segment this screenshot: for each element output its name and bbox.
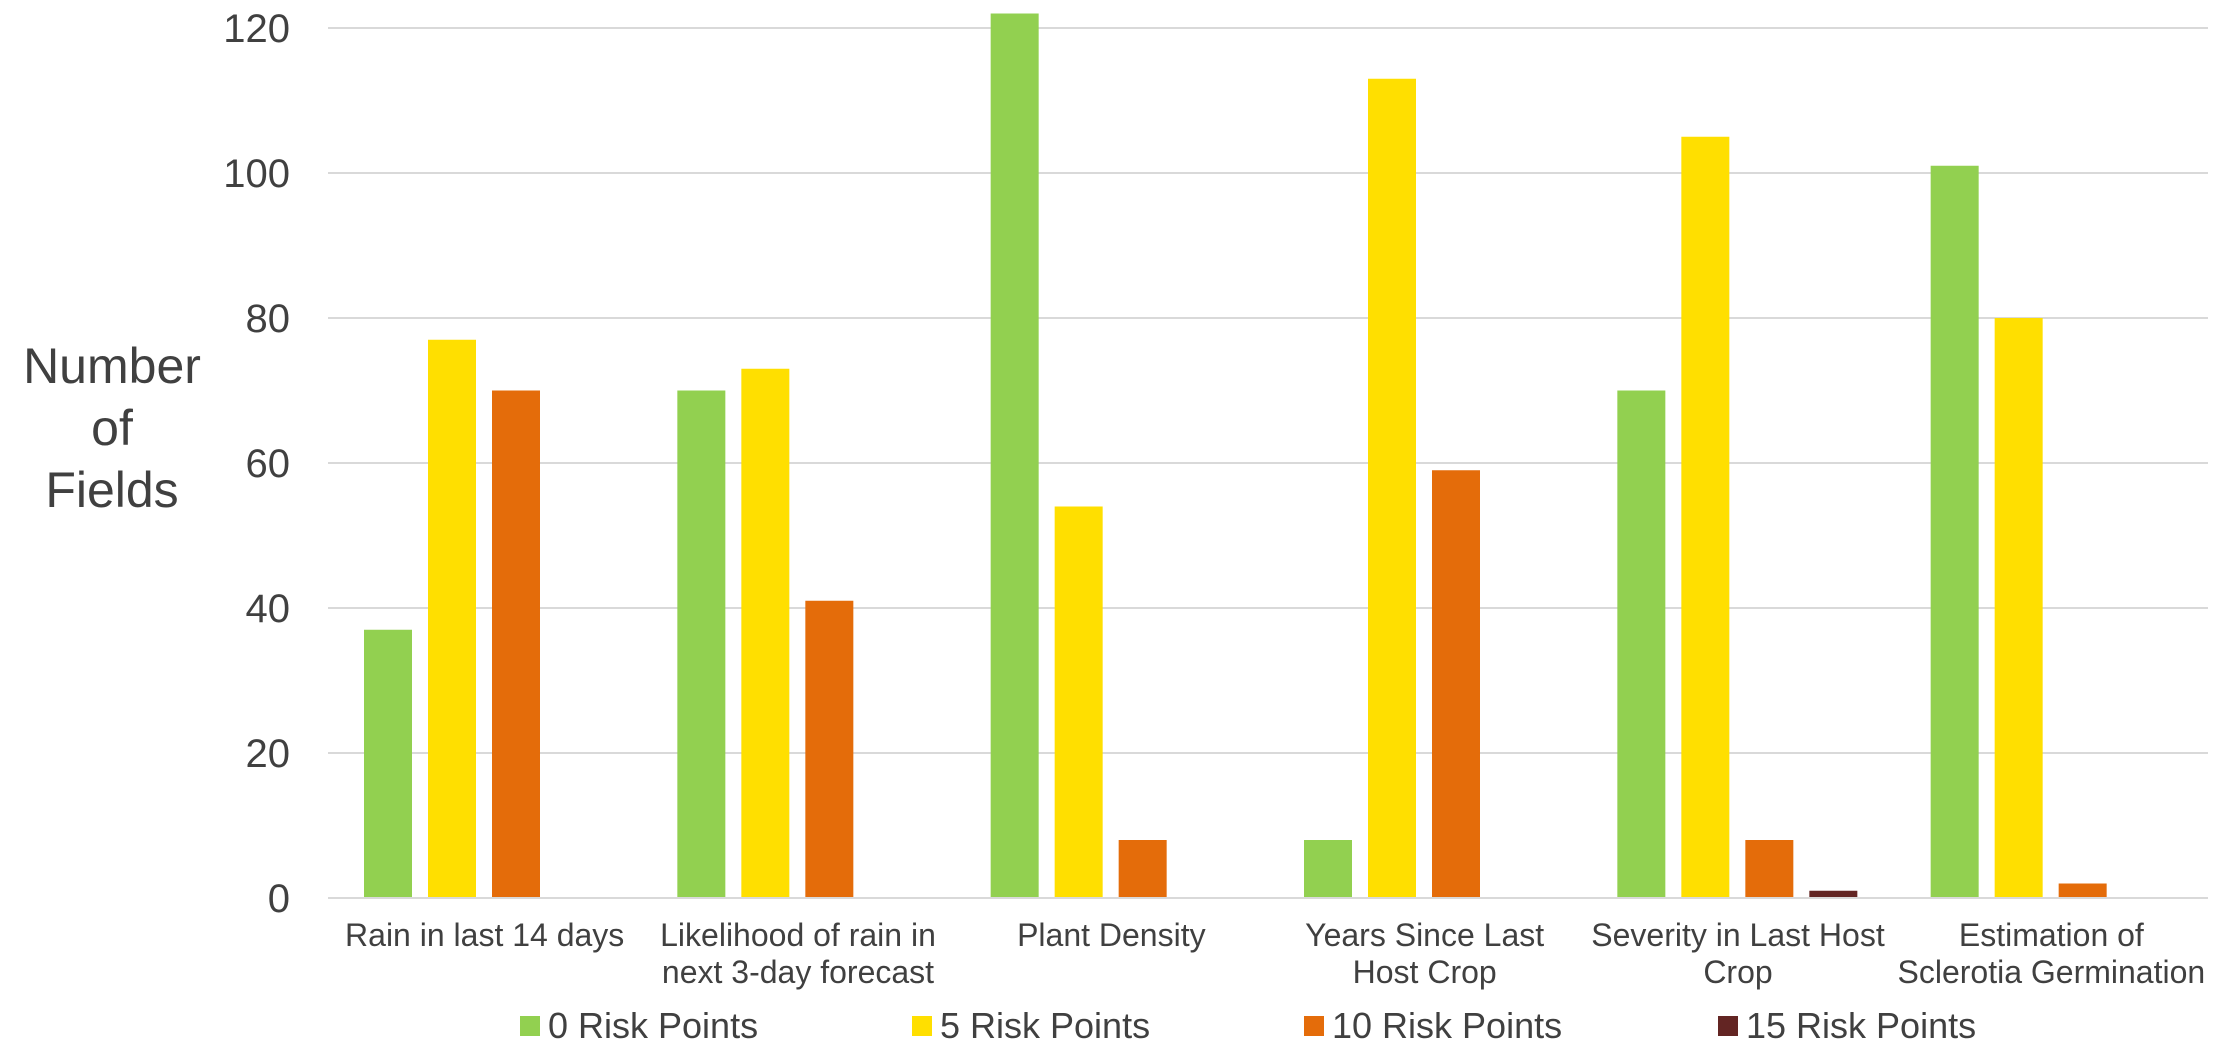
bar	[1994, 318, 2043, 898]
legend-label: 10 Risk Points	[1332, 1005, 1562, 1041]
legend-swatch	[520, 1016, 540, 1036]
bar	[492, 390, 540, 898]
x-category-label: Crop	[1703, 954, 1772, 990]
legend-label: 5 Risk Points	[940, 1005, 1150, 1041]
bar	[1368, 78, 1416, 898]
bar	[1304, 840, 1352, 898]
legend-swatch	[912, 1016, 932, 1036]
bar	[1432, 470, 1480, 898]
bar	[1118, 840, 1167, 898]
gridlines	[328, 27, 2208, 754]
y-tick-label: 40	[246, 587, 291, 631]
bar	[1930, 165, 1979, 898]
bar	[364, 629, 412, 898]
y-tick-label: 100	[223, 152, 290, 196]
bar	[428, 339, 476, 898]
legend: 0 Risk Points 5 Risk Points 10 Risk Points…	[520, 1005, 1976, 1041]
bar	[1681, 136, 1730, 898]
bar	[1745, 840, 1794, 898]
x-category-label: Rain in last 14 days	[345, 917, 624, 953]
y-axis-label-line: Number	[23, 338, 201, 394]
bar	[1809, 890, 1858, 898]
x-category-label: Severity in Last Host	[1591, 917, 1885, 953]
bar	[1054, 506, 1103, 898]
category-labels: Rain in last 14 days Likelihood of rain i…	[345, 917, 2205, 990]
legend-label: 0 Risk Points	[548, 1005, 758, 1041]
y-axis-ticks: 0 20 40 60 80 100 120	[223, 7, 290, 921]
y-tick-label: 20	[246, 732, 291, 776]
bar	[990, 13, 1039, 898]
bar	[1617, 390, 1666, 898]
legend-label: 15 Risk Points	[1746, 1005, 1976, 1041]
bar	[677, 390, 726, 898]
x-category-label: Host Crop	[1353, 954, 1497, 990]
y-tick-label: 0	[268, 877, 290, 921]
y-tick-label: 120	[223, 7, 290, 51]
bar	[805, 600, 854, 898]
bar	[741, 368, 790, 898]
y-tick-label: 60	[246, 442, 291, 486]
legend-swatch	[1304, 1016, 1324, 1036]
bar	[2058, 883, 2107, 898]
x-category-label: Estimation of	[1959, 917, 2144, 953]
legend-swatch	[1718, 1016, 1738, 1036]
x-category-label: Plant Density	[1017, 917, 1206, 953]
x-category-label: Sclerotia Germination	[1897, 954, 2205, 990]
y-axis-label-line: Fields	[45, 462, 178, 518]
x-category-label: next 3-day forecast	[662, 954, 934, 990]
x-category-label: Years Since Last	[1305, 917, 1544, 953]
bars	[364, 13, 2107, 898]
y-tick-label: 80	[246, 297, 291, 341]
y-axis-label: Number of Fields	[23, 338, 201, 518]
x-category-label: Likelihood of rain in	[660, 917, 936, 953]
y-axis-label-line: of	[91, 400, 133, 456]
